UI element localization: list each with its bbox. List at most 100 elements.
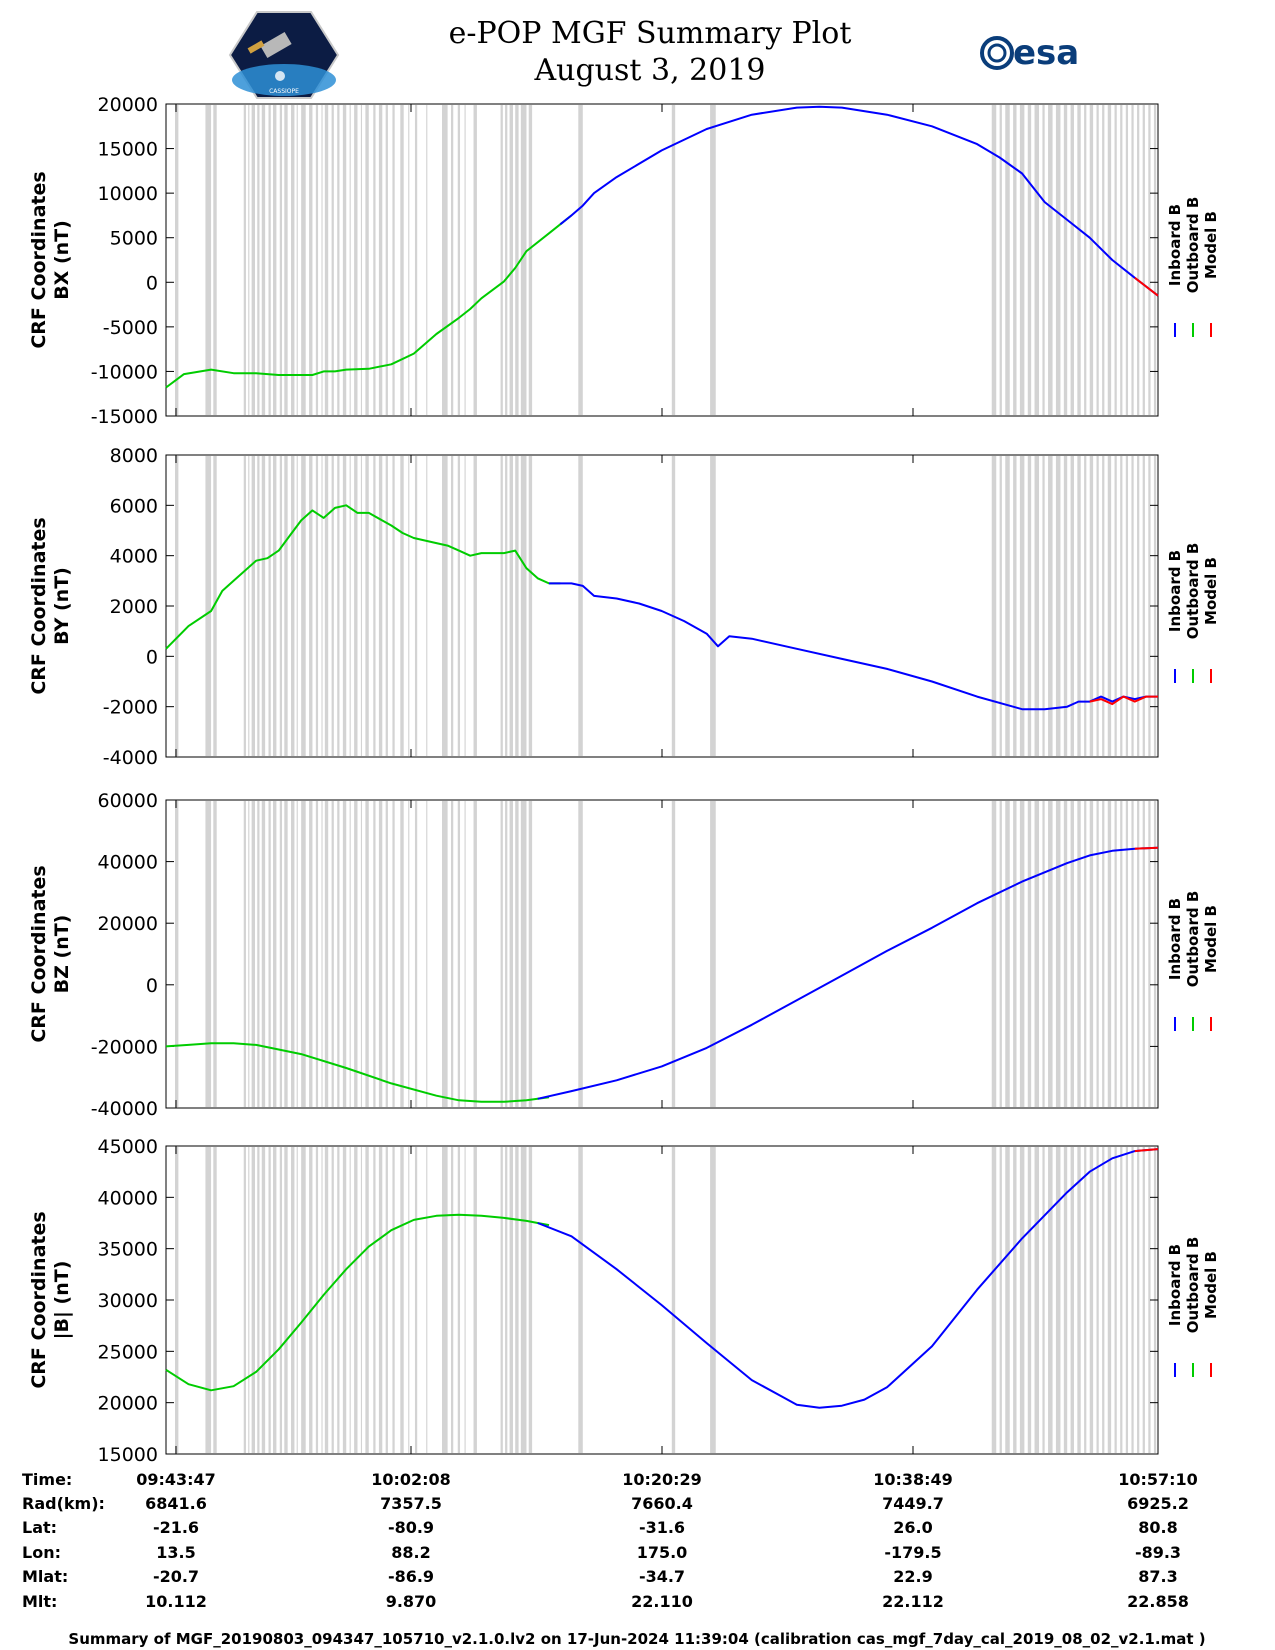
cassiope-logo: CASSIOPE: [228, 11, 340, 99]
data-gap: [301, 1147, 306, 1453]
data-gap: [500, 456, 503, 756]
series-outboard-bz: [165, 1042, 550, 1103]
ephemeris-value: 9.870: [386, 1592, 437, 1611]
data-gap: [1142, 1147, 1145, 1453]
data-gap: [451, 105, 454, 415]
data-gap: [205, 456, 212, 756]
data-gap: [1019, 456, 1025, 756]
data-gap: [1034, 105, 1040, 415]
data-gap: [331, 801, 334, 1107]
data-gap: [257, 105, 260, 415]
y-tick-label: 20000: [98, 913, 158, 935]
data-gap: [1148, 1147, 1151, 1453]
data-gap: [1084, 801, 1087, 1107]
y-tick-label: 0: [146, 272, 158, 294]
ephemeris-label: Mlt:: [22, 1592, 57, 1611]
data-gap: [284, 105, 288, 415]
y-tick-label: 5000: [110, 228, 158, 250]
data-gap: [1034, 456, 1040, 756]
data-gap: [268, 801, 271, 1107]
data-gap: [1131, 1147, 1134, 1453]
data-gap: [337, 1147, 340, 1453]
series-outboard-bx: [165, 214, 573, 389]
data-gap: [342, 801, 347, 1107]
data-gap: [248, 801, 250, 1107]
data-gap: [1055, 456, 1061, 756]
data-gap: [284, 1147, 288, 1453]
data-gap: [1027, 1147, 1032, 1453]
data-gap: [257, 1147, 260, 1453]
data-gap: [268, 1147, 271, 1453]
series-inboard-by: [549, 582, 1158, 711]
data-gap: [354, 1147, 358, 1453]
data-gap: [451, 801, 454, 1107]
legend: Inboard B Outboard B Model B: [1166, 543, 1220, 683]
data-gap: [441, 1147, 448, 1453]
data-gap: [1042, 1147, 1045, 1453]
y-axis-label-line1: CRF Coordinates: [28, 1211, 50, 1388]
data-gap: [1063, 1147, 1068, 1453]
data-gap: [1070, 1147, 1074, 1453]
data-gap: [268, 456, 271, 756]
ephemeris-value: -86.9: [388, 1567, 434, 1586]
data-gap: [505, 456, 508, 756]
data-gap: [528, 105, 533, 415]
data-gap: [1048, 456, 1053, 756]
legend-label-inboard: Inboard B: [1166, 550, 1184, 632]
y-tick-label: -15000: [91, 406, 158, 428]
data-gap: [473, 456, 477, 756]
data-gap: [991, 105, 997, 415]
ephemeris-value: 6841.6: [145, 1494, 207, 1513]
ephemeris-value: 7660.4: [631, 1494, 693, 1513]
ephemeris-value: 09:43:47: [136, 1470, 216, 1489]
legend: Inboard B Outboard B Model B: [1166, 197, 1220, 337]
data-gap: [315, 456, 319, 756]
data-gap: [257, 456, 260, 756]
data-gap: [342, 456, 347, 756]
y-tick-label: 20000: [98, 1393, 158, 1415]
data-gap: [500, 801, 503, 1107]
data-gap: [261, 1147, 266, 1453]
data-gap: [273, 801, 277, 1107]
data-gap: [1005, 1147, 1010, 1453]
data-gap: [1089, 801, 1094, 1107]
data-gap: [400, 1147, 404, 1453]
data-gap: [505, 105, 508, 415]
data-gap: [578, 456, 583, 756]
ephemeris-value: 10:02:08: [371, 1470, 451, 1489]
data-gap: [1027, 801, 1032, 1107]
data-gap: [1096, 105, 1099, 415]
data-gap: [1148, 105, 1151, 415]
data-gap: [1084, 1147, 1087, 1453]
data-gap: [1042, 801, 1045, 1107]
series-inboard-bz: [537, 846, 1159, 1100]
data-gap: [999, 105, 1002, 415]
ephemeris-value: 175.0: [637, 1543, 688, 1562]
ephemeris-value: -21.6: [153, 1518, 199, 1537]
y-tick-label: 60000: [98, 790, 158, 812]
data-gap: [273, 1147, 277, 1453]
ephemeris-value: 6925.2: [1127, 1494, 1189, 1513]
gap-shading: [175, 801, 1157, 1107]
ephemeris-value: 10:20:29: [622, 1470, 702, 1489]
data-gap: [1142, 456, 1145, 756]
data-gap: [354, 456, 358, 756]
data-gap: [284, 456, 288, 756]
data-gap: [279, 801, 283, 1107]
data-gap: [243, 456, 246, 756]
data-gap: [671, 456, 676, 756]
data-gap: [373, 105, 376, 415]
data-gap: [175, 801, 179, 1107]
data-gap: [408, 105, 410, 415]
data-gap: [457, 456, 461, 756]
data-gap: [400, 456, 404, 756]
data-gap: [400, 105, 404, 415]
ephemeris-label: Lon:: [22, 1543, 61, 1562]
data-gap: [671, 105, 676, 415]
data-gap: [1102, 1147, 1105, 1453]
data-gap: [1096, 801, 1099, 1107]
data-gap: [205, 105, 212, 415]
legend-label-inboard: Inboard B: [1166, 204, 1184, 286]
data-gap: [321, 801, 323, 1107]
data-gap: [1055, 801, 1061, 1107]
